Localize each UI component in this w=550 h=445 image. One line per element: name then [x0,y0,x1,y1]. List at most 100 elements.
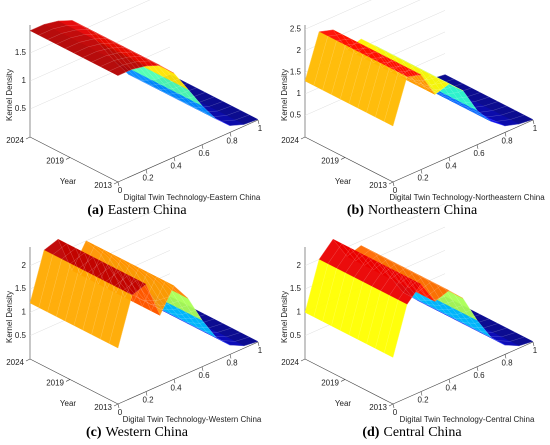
y-tick [113,181,119,185]
z-tick-label: 1 [22,307,27,316]
grid-line [29,46,171,110]
x-tick [229,354,232,359]
x-tick-label: 0.2 [142,174,154,183]
y-tick-label: 2024 [281,358,299,367]
slice-line [366,270,507,344]
x-tick-label: 0.6 [198,149,210,158]
z-tick-label: 1 [297,307,302,316]
z-tick-label: 2 [22,261,27,270]
x-tick-label: 0.4 [170,383,182,392]
y-axis [304,136,394,183]
z-tick-label: 0.5 [290,331,302,340]
slice-line [82,47,223,108]
x-tick-label: 0 [118,186,123,195]
z-axis-label: Kernel Density [5,69,14,121]
surface-strip [304,31,408,127]
caption: (a) Eastern China [87,203,187,218]
slice-line [47,29,188,90]
x-tick [532,119,535,125]
y-axis [304,358,394,405]
x-tick [448,157,451,162]
z-tick-label: 2 [297,261,302,270]
slice-line [304,29,446,82]
caption-text: Central China [383,425,462,440]
x-axis-label: Digital Twin Technology-Eastern China [124,193,261,202]
slice-line [313,34,454,86]
x-axis [392,341,534,405]
caption-label: (d) [362,425,379,440]
x-tick [392,403,395,409]
caption: (c) Western China [86,425,189,440]
y-tick-label: 2024 [6,358,24,367]
caption-text: Western China [106,425,189,440]
x-tick [257,119,260,125]
slice-line [91,51,232,113]
z-tick-label: 1.5 [290,67,302,76]
x-axis [392,119,534,183]
slice-line [38,243,179,308]
y-tick-label: 2019 [46,157,64,166]
y-axis-label: Year [335,177,352,186]
x-tick-label: 0.4 [445,161,457,170]
z-tick-label: 1.5 [290,284,302,293]
z-tick-label: 0.5 [290,111,302,120]
x-tick-label: 0.8 [501,359,513,368]
y-tick-label: 2013 [94,181,112,190]
x-tick-label: 1 [533,346,538,355]
y-tick [388,403,394,407]
x-tick-label: 0.2 [142,396,154,405]
y-tick-label: 2019 [321,157,339,166]
x-tick-label: 1 [258,124,263,133]
x-tick [173,379,176,384]
y-tick-label: 2019 [46,379,64,388]
slice-line [357,56,498,109]
slice-line [109,60,250,122]
x-tick-label: 0.8 [226,137,238,146]
caption: (d) Central China [362,425,462,440]
y-tick-label: 2024 [281,136,299,145]
x-tick [504,132,507,137]
y-tick-label: 2013 [369,403,387,412]
slice-line [322,247,463,322]
x-tick-label: 1 [258,346,263,355]
z-axis-label: Kernel Density [280,69,289,121]
surface-strip [304,259,408,358]
x-tick [257,341,260,347]
slice-line [38,24,179,86]
slice-line [73,42,215,104]
x-axis [117,341,259,405]
y-tick [25,136,31,140]
slice-line [29,238,171,304]
z-tick-label: 1 [22,76,27,85]
caption-text: Northeastern China [368,203,478,218]
slice-line [313,243,454,317]
x-tick [117,403,120,409]
caption-text: Eastern China [108,203,188,218]
x-tick [532,341,535,347]
slice-line [348,261,490,335]
slice-line [331,252,472,326]
y-axis-label: Year [335,399,352,408]
slice-line [304,238,446,313]
z-tick-label: 2 [297,46,302,55]
x-tick [420,391,423,396]
x-tick [392,181,395,187]
x-tick-label: 0.2 [417,174,429,183]
x-tick [476,144,479,149]
panel: 0.5 1 1.5 2 2024 2019 2013 0 0.2 0.4 0.6 0.8 1 Kernel… [5,203,263,440]
caption-label: (c) [86,425,102,440]
z-tick-label: 0.5 [15,331,27,340]
z-tick-label: 0.5 [15,104,27,113]
z-tick-label: 1 [297,89,302,98]
x-tick-label: 0 [118,408,123,417]
slice-line [117,283,259,349]
x-tick-label: 0.4 [170,161,182,170]
z-tick-label: 2.5 [290,24,302,33]
slice-line [109,279,250,344]
slice-line [357,265,498,340]
y-axis-label: Year [60,177,77,186]
x-tick-label: 0.6 [473,149,485,158]
surface-strip [29,24,133,76]
grid-line [304,0,372,30]
